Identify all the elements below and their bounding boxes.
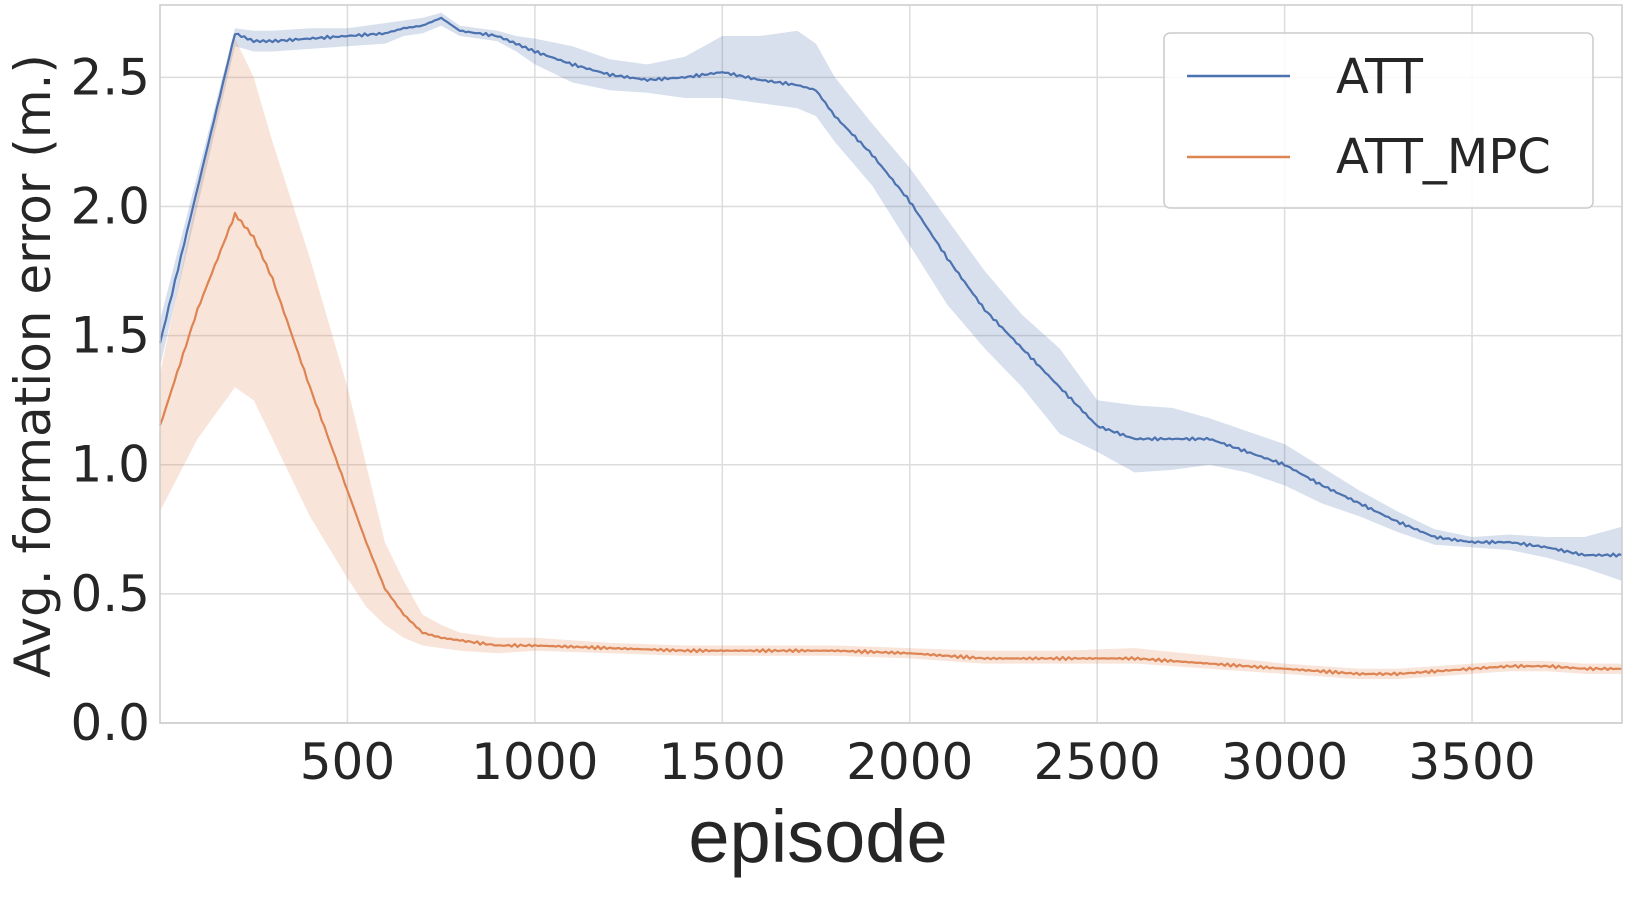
y-tick-label: 1.0 <box>70 436 150 494</box>
legend-label-att-mpc: ATT_MPC <box>1336 129 1551 185</box>
tick-labels: 500 1000 1500 2000 2500 3000 3500 0.0 0.5 1.0 1.5 2… <box>70 48 1535 791</box>
legend: ATT ATT_MPC <box>1163 32 1594 209</box>
legend-label-att: ATT <box>1336 49 1424 105</box>
x-tick-label: 1500 <box>659 733 786 791</box>
plot-frame <box>159 4 1623 724</box>
x-tick-label: 1000 <box>471 733 598 791</box>
x-axis-label: episode <box>688 795 947 878</box>
y-tick-label: 2.0 <box>70 177 150 235</box>
series-line-att-mpc <box>158 211 1622 677</box>
x-tick-label: 3000 <box>1221 733 1348 791</box>
series-lines <box>158 16 1623 677</box>
x-tick-label: 3500 <box>1408 733 1535 791</box>
y-tick-label: 2.5 <box>70 48 150 106</box>
x-tick-label: 2000 <box>846 733 973 791</box>
x-tick-label: 2500 <box>1034 733 1161 791</box>
series-line-att <box>158 16 1623 558</box>
confidence-bands <box>160 12 1622 680</box>
x-tick-label: 500 <box>300 733 395 791</box>
y-tick-label: 0.0 <box>70 694 150 752</box>
y-axis-label: Avg. formation error (m.) <box>4 54 62 678</box>
y-tick-label: 1.5 <box>70 307 150 365</box>
y-tick-label: 0.5 <box>70 565 150 623</box>
confidence-band-att <box>160 12 1622 581</box>
